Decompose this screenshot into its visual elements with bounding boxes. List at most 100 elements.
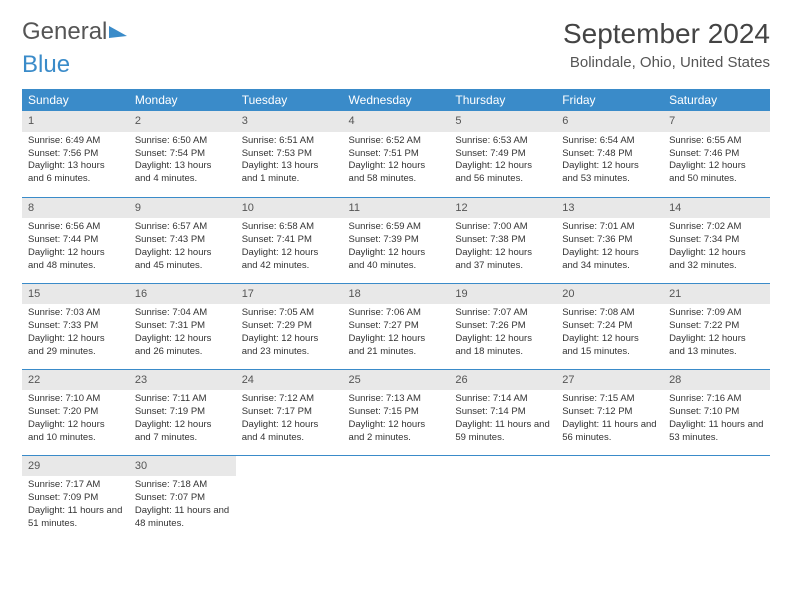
calendar-cell: 7Sunrise: 6:55 AMSunset: 7:46 PMDaylight… bbox=[663, 111, 770, 197]
calendar-cell-empty bbox=[236, 455, 343, 541]
day-content: Sunrise: 7:02 AMSunset: 7:34 PMDaylight:… bbox=[663, 218, 770, 276]
sunset-text: Sunset: 7:41 PM bbox=[242, 234, 337, 247]
sunset-text: Sunset: 7:27 PM bbox=[349, 320, 444, 333]
daylight-text: Daylight: 12 hours and 13 minutes. bbox=[669, 333, 764, 359]
day-number: 28 bbox=[663, 370, 770, 391]
sunrise-text: Sunrise: 7:01 AM bbox=[562, 221, 657, 234]
day-content: Sunrise: 6:59 AMSunset: 7:39 PMDaylight:… bbox=[343, 218, 450, 276]
day-number: 5 bbox=[449, 111, 556, 132]
calendar-cell-empty bbox=[343, 455, 450, 541]
dow-monday: Monday bbox=[129, 89, 236, 111]
daylight-text: Daylight: 12 hours and 37 minutes. bbox=[455, 247, 550, 273]
month-title: September 2024 bbox=[563, 18, 770, 50]
sunset-text: Sunset: 7:17 PM bbox=[242, 406, 337, 419]
sunset-text: Sunset: 7:44 PM bbox=[28, 234, 123, 247]
sunset-text: Sunset: 7:38 PM bbox=[455, 234, 550, 247]
sunrise-text: Sunrise: 7:16 AM bbox=[669, 393, 764, 406]
calendar-cell: 26Sunrise: 7:14 AMSunset: 7:14 PMDayligh… bbox=[449, 369, 556, 455]
calendar-cell: 22Sunrise: 7:10 AMSunset: 7:20 PMDayligh… bbox=[22, 369, 129, 455]
sunset-text: Sunset: 7:10 PM bbox=[669, 406, 764, 419]
day-number: 19 bbox=[449, 284, 556, 305]
daylight-text: Daylight: 12 hours and 21 minutes. bbox=[349, 333, 444, 359]
calendar-cell: 20Sunrise: 7:08 AMSunset: 7:24 PMDayligh… bbox=[556, 283, 663, 369]
calendar-cell: 27Sunrise: 7:15 AMSunset: 7:12 PMDayligh… bbox=[556, 369, 663, 455]
sunset-text: Sunset: 7:24 PM bbox=[562, 320, 657, 333]
dow-wednesday: Wednesday bbox=[343, 89, 450, 111]
calendar-cell: 15Sunrise: 7:03 AMSunset: 7:33 PMDayligh… bbox=[22, 283, 129, 369]
daylight-text: Daylight: 12 hours and 32 minutes. bbox=[669, 247, 764, 273]
sunset-text: Sunset: 7:34 PM bbox=[669, 234, 764, 247]
sunrise-text: Sunrise: 7:14 AM bbox=[455, 393, 550, 406]
daylight-text: Daylight: 12 hours and 58 minutes. bbox=[349, 160, 444, 186]
day-number: 10 bbox=[236, 198, 343, 219]
day-number: 13 bbox=[556, 198, 663, 219]
day-content: Sunrise: 7:18 AMSunset: 7:07 PMDaylight:… bbox=[129, 476, 236, 534]
day-content: Sunrise: 6:51 AMSunset: 7:53 PMDaylight:… bbox=[236, 132, 343, 190]
sunrise-text: Sunrise: 7:08 AM bbox=[562, 307, 657, 320]
sunset-text: Sunset: 7:22 PM bbox=[669, 320, 764, 333]
sunset-text: Sunset: 7:43 PM bbox=[135, 234, 230, 247]
calendar-cell: 25Sunrise: 7:13 AMSunset: 7:15 PMDayligh… bbox=[343, 369, 450, 455]
day-number: 23 bbox=[129, 370, 236, 391]
daylight-text: Daylight: 12 hours and 18 minutes. bbox=[455, 333, 550, 359]
sunset-text: Sunset: 7:56 PM bbox=[28, 148, 123, 161]
sunset-text: Sunset: 7:12 PM bbox=[562, 406, 657, 419]
day-number: 17 bbox=[236, 284, 343, 305]
calendar-header-row: Sunday Monday Tuesday Wednesday Thursday… bbox=[22, 89, 770, 111]
day-content: Sunrise: 7:03 AMSunset: 7:33 PMDaylight:… bbox=[22, 304, 129, 362]
day-content: Sunrise: 6:56 AMSunset: 7:44 PMDaylight:… bbox=[22, 218, 129, 276]
calendar-cell-empty bbox=[556, 455, 663, 541]
daylight-text: Daylight: 12 hours and 2 minutes. bbox=[349, 419, 444, 445]
day-content: Sunrise: 6:54 AMSunset: 7:48 PMDaylight:… bbox=[556, 132, 663, 190]
day-content: Sunrise: 7:04 AMSunset: 7:31 PMDaylight:… bbox=[129, 304, 236, 362]
sunset-text: Sunset: 7:29 PM bbox=[242, 320, 337, 333]
daylight-text: Daylight: 12 hours and 29 minutes. bbox=[28, 333, 123, 359]
calendar-cell: 2Sunrise: 6:50 AMSunset: 7:54 PMDaylight… bbox=[129, 111, 236, 197]
dow-saturday: Saturday bbox=[663, 89, 770, 111]
day-content: Sunrise: 7:14 AMSunset: 7:14 PMDaylight:… bbox=[449, 390, 556, 448]
daylight-text: Daylight: 12 hours and 56 minutes. bbox=[455, 160, 550, 186]
daylight-text: Daylight: 11 hours and 56 minutes. bbox=[562, 419, 657, 445]
sunrise-text: Sunrise: 7:11 AM bbox=[135, 393, 230, 406]
day-number: 8 bbox=[22, 198, 129, 219]
logo: General bbox=[22, 18, 127, 46]
day-number: 4 bbox=[343, 111, 450, 132]
calendar-cell: 8Sunrise: 6:56 AMSunset: 7:44 PMDaylight… bbox=[22, 197, 129, 283]
calendar-row: 1Sunrise: 6:49 AMSunset: 7:56 PMDaylight… bbox=[22, 111, 770, 197]
sunrise-text: Sunrise: 7:17 AM bbox=[28, 479, 123, 492]
sunrise-text: Sunrise: 7:07 AM bbox=[455, 307, 550, 320]
calendar-cell: 21Sunrise: 7:09 AMSunset: 7:22 PMDayligh… bbox=[663, 283, 770, 369]
calendar-cell: 19Sunrise: 7:07 AMSunset: 7:26 PMDayligh… bbox=[449, 283, 556, 369]
calendar-cell-empty bbox=[449, 455, 556, 541]
calendar-cell: 11Sunrise: 6:59 AMSunset: 7:39 PMDayligh… bbox=[343, 197, 450, 283]
calendar-row: 29Sunrise: 7:17 AMSunset: 7:09 PMDayligh… bbox=[22, 455, 770, 541]
sunset-text: Sunset: 7:09 PM bbox=[28, 492, 123, 505]
day-number: 15 bbox=[22, 284, 129, 305]
calendar-cell: 30Sunrise: 7:18 AMSunset: 7:07 PMDayligh… bbox=[129, 455, 236, 541]
day-content: Sunrise: 7:17 AMSunset: 7:09 PMDaylight:… bbox=[22, 476, 129, 534]
sunset-text: Sunset: 7:48 PM bbox=[562, 148, 657, 161]
day-content: Sunrise: 7:07 AMSunset: 7:26 PMDaylight:… bbox=[449, 304, 556, 362]
sunset-text: Sunset: 7:39 PM bbox=[349, 234, 444, 247]
day-content: Sunrise: 7:11 AMSunset: 7:19 PMDaylight:… bbox=[129, 390, 236, 448]
sunrise-text: Sunrise: 7:04 AM bbox=[135, 307, 230, 320]
daylight-text: Daylight: 12 hours and 48 minutes. bbox=[28, 247, 123, 273]
day-content: Sunrise: 7:16 AMSunset: 7:10 PMDaylight:… bbox=[663, 390, 770, 448]
sunrise-text: Sunrise: 7:09 AM bbox=[669, 307, 764, 320]
calendar-cell: 13Sunrise: 7:01 AMSunset: 7:36 PMDayligh… bbox=[556, 197, 663, 283]
day-content: Sunrise: 7:13 AMSunset: 7:15 PMDaylight:… bbox=[343, 390, 450, 448]
dow-sunday: Sunday bbox=[22, 89, 129, 111]
day-number: 29 bbox=[22, 456, 129, 477]
sunrise-text: Sunrise: 6:50 AM bbox=[135, 135, 230, 148]
daylight-text: Daylight: 12 hours and 53 minutes. bbox=[562, 160, 657, 186]
sunset-text: Sunset: 7:31 PM bbox=[135, 320, 230, 333]
day-number: 7 bbox=[663, 111, 770, 132]
calendar-row: 22Sunrise: 7:10 AMSunset: 7:20 PMDayligh… bbox=[22, 369, 770, 455]
sunset-text: Sunset: 7:19 PM bbox=[135, 406, 230, 419]
calendar-cell: 29Sunrise: 7:17 AMSunset: 7:09 PMDayligh… bbox=[22, 455, 129, 541]
calendar-table: Sunday Monday Tuesday Wednesday Thursday… bbox=[22, 89, 770, 541]
day-number: 2 bbox=[129, 111, 236, 132]
sunrise-text: Sunrise: 6:54 AM bbox=[562, 135, 657, 148]
day-content: Sunrise: 6:53 AMSunset: 7:49 PMDaylight:… bbox=[449, 132, 556, 190]
daylight-text: Daylight: 12 hours and 26 minutes. bbox=[135, 333, 230, 359]
